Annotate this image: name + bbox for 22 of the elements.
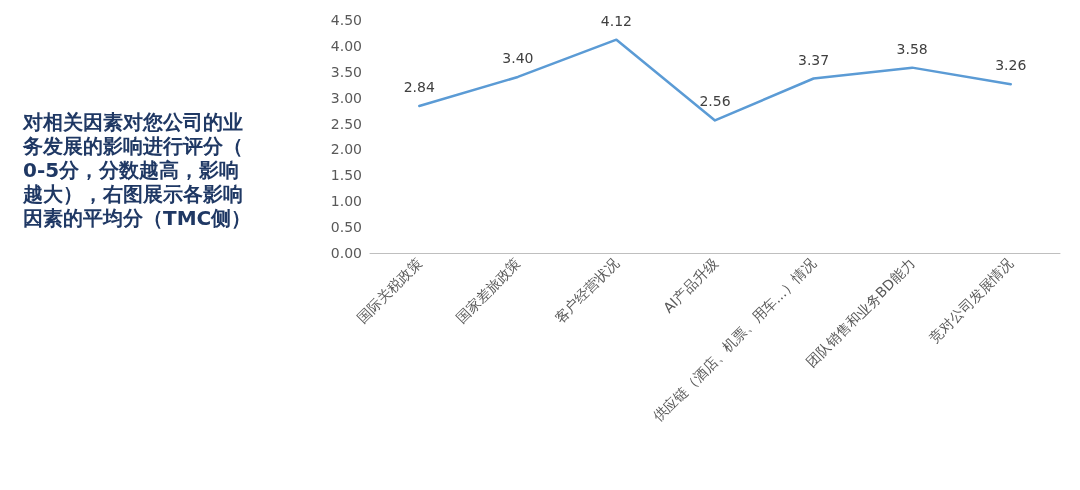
x-tick-label: 竞对公司发展情况 — [925, 255, 1017, 346]
text: 2.56 — [699, 93, 731, 110]
y-tick-label: 2.00 — [330, 141, 362, 158]
y-tick-label: 3.50 — [330, 63, 362, 80]
text: 3.58 — [896, 40, 928, 57]
y-tick-label: 0.00 — [330, 245, 362, 261]
text: 2.84 — [403, 78, 435, 95]
text: 3.37 — [797, 51, 830, 68]
x-tick-label: AI产品升级 — [660, 255, 721, 316]
y-tick-label: 3.00 — [330, 89, 362, 106]
y-tick-label: 1.00 — [330, 193, 362, 210]
y-tick-label: 1.50 — [330, 167, 362, 184]
text: 对相关因素对您公司的业务发展的影响进行评分（0-5分，分数越高，影响越大），右图展示各影响因素的平均分（TMC侧） — [22, 110, 252, 230]
x-tick-label: 客户经营状况 — [551, 255, 623, 327]
text: 3.40 — [502, 49, 534, 66]
y-tick-label: 2.50 — [330, 115, 362, 132]
text: 4.12 — [600, 12, 633, 29]
text: 3.26 — [995, 57, 1027, 74]
y-tick-label: 4.50 — [330, 12, 362, 28]
x-tick-label: 国家差旅政策 — [452, 255, 524, 327]
y-tick-label: 4.00 — [330, 37, 362, 54]
y-tick-label: 0.50 — [330, 219, 362, 236]
